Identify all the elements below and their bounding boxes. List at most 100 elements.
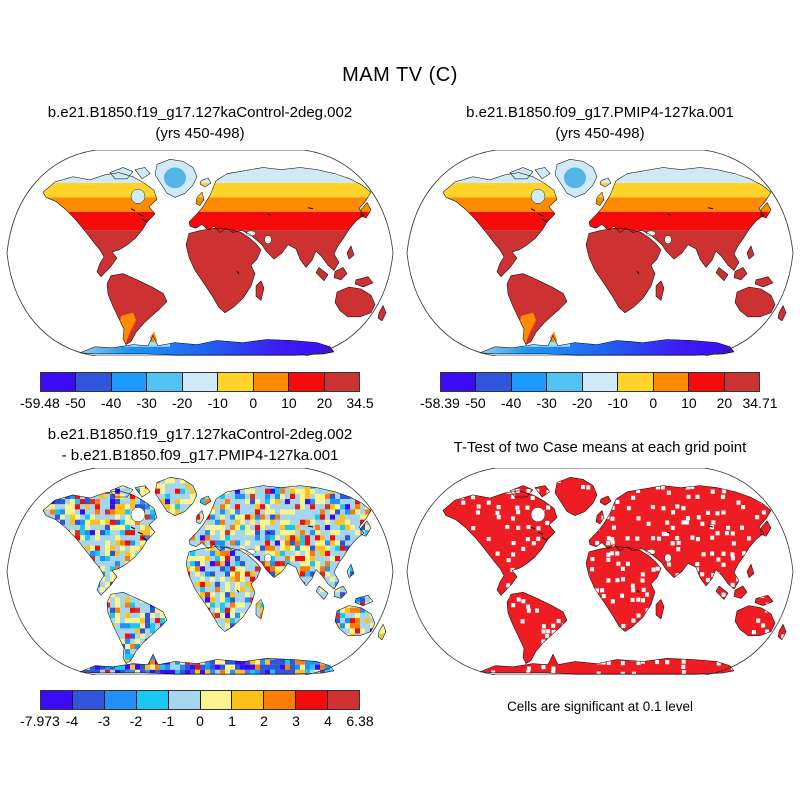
colorbar-segment: [328, 691, 360, 709]
colorbar-tick-label: 0: [249, 395, 258, 411]
colorbar-segment: [182, 373, 219, 391]
caspian-sea: [664, 553, 672, 563]
colorbar-segment: [653, 373, 690, 391]
colorbar-tick-label: -2: [129, 713, 143, 729]
black-sea: [646, 230, 656, 237]
colorbar-segment: [441, 373, 477, 391]
band-layer: [443, 159, 786, 345]
colorbar-tick-label: -58.39: [420, 395, 460, 411]
caspian-sea: [264, 553, 272, 563]
lakes-marks: [530, 525, 714, 593]
colorbar-segment: [582, 373, 619, 391]
caspian-sea: [664, 235, 672, 244]
colorbar-segment: [618, 373, 654, 391]
colorbar-tick-label: -40: [500, 395, 522, 411]
lakes-marks: [530, 207, 714, 274]
colorbar-segment: [136, 691, 169, 709]
colorbar-segment: [511, 373, 548, 391]
band-layer: [43, 159, 386, 345]
panel-title-pmip4-line2: (yrs 450-498): [555, 125, 645, 142]
colorbar-segment: [200, 691, 233, 709]
coastline-layer: [442, 477, 787, 675]
panel-title-difference: b.e21.B1850.f19_g17.127kaControl-2deg.00…: [0, 424, 400, 466]
colorbar-tick-label: -10: [207, 395, 228, 411]
projection-outline: [6, 150, 394, 356]
colorbar-tick-label: -50: [65, 395, 86, 411]
colorbar-tick-label: -20: [172, 395, 193, 411]
colorbar-tick-label: 4: [324, 713, 332, 729]
projection-outline: [6, 468, 394, 675]
black-sea: [246, 230, 256, 237]
panel-title-pmip4: b.e21.B1850.f09_g17.PMIP4-127ka.001 (yrs…: [400, 102, 800, 144]
colorbar-segment: [476, 373, 512, 391]
black-sea: [246, 549, 256, 555]
colorbar-tick-label: -1: [161, 713, 175, 729]
significance-layer: [443, 477, 786, 674]
colorbar-segment: [724, 373, 759, 391]
colorbar-tick-label: 20: [716, 395, 733, 411]
coastline-layer: [442, 159, 787, 356]
colorbar-segment: [41, 691, 73, 709]
colorbar-tick-label: 20: [316, 395, 333, 411]
panel-title-control-line1: b.e21.B1850.f19_g17.127kaControl-2deg.00…: [47, 104, 353, 121]
colorbar-difference-labels: -7.973 -4 -3 -2 -1 0 1 2 3 4 6.38: [20, 713, 373, 731]
coastline-layer: [42, 159, 387, 356]
projection-outline: [406, 468, 794, 675]
colorbar-segment: [147, 373, 183, 391]
map-control: [6, 150, 394, 356]
colorbar-tick-label: -30: [536, 395, 557, 411]
colorbar-tick-label: 3: [292, 713, 300, 729]
colorbar-tick-label: -4: [65, 713, 79, 729]
map-pmip4: [406, 150, 794, 356]
colorbar-tick-label: -50: [465, 395, 486, 411]
colorbar-tick-label: 1: [228, 713, 236, 729]
ttest-caption: Cells are significant at 0.1 level: [506, 699, 694, 714]
colorbar-segment: [289, 373, 325, 391]
panel-title-difference-line2: - b.e21.B1850.f09_g17.PMIP4-127ka.001: [61, 447, 339, 464]
colorbar-segment: [547, 373, 583, 391]
caspian-sea: [264, 235, 272, 244]
colorbar-tick-label: -40: [100, 395, 122, 411]
colorbar-tick-label: -3: [97, 713, 111, 729]
colorbar-tick-label: -59.48: [20, 395, 60, 411]
colorbar-tick-label: 0: [649, 395, 658, 411]
colorbar-tick-label: -30: [136, 395, 157, 411]
colorbar-segment: [689, 373, 725, 391]
colorbar-tick-label: 34.71: [742, 395, 778, 411]
colorbar-segment: [264, 691, 297, 709]
figure-title: MAM TV (C): [342, 64, 458, 86]
colorbar-difference: [40, 690, 360, 710]
lakes-marks: [130, 525, 314, 593]
black-sea: [646, 549, 656, 555]
map-ttest: [406, 468, 794, 675]
colorbar-segment: [324, 373, 359, 391]
colorbar-segment: [111, 373, 148, 391]
colorbar-tick-label: -20: [572, 395, 593, 411]
colorbar-control: [40, 372, 360, 392]
colorbar-segment: [168, 691, 201, 709]
panel-title-control: b.e21.B1850.f19_g17.127kaControl-2deg.00…: [0, 102, 400, 144]
panel-title-difference-line1: b.e21.B1850.f19_g17.127kaControl-2deg.00…: [47, 426, 353, 443]
colorbar-segment: [253, 373, 290, 391]
colorbar-tick-label: -7.973: [20, 713, 60, 729]
colorbar-tick-label: -10: [607, 395, 628, 411]
projection-outline: [406, 150, 794, 356]
colorbar-segment: [104, 691, 137, 709]
colorbar-segment: [218, 373, 254, 391]
antarctica-layer: [480, 335, 734, 355]
colorbar-tick-label: 34.5: [346, 395, 374, 411]
colorbar-pmip4-labels: -58.39 -50 -40 -30 -20 -10 0 10 20 34.71: [420, 395, 777, 413]
colorbar-tick-label: 6.38: [346, 713, 374, 729]
colorbar-control-labels: -59.48 -50 -40 -30 -20 -10 0 10 20 34.5: [20, 395, 373, 413]
colorbar-tick-label: 10: [281, 395, 297, 411]
lakes-marks: [130, 207, 314, 274]
colorbar-segment: [76, 373, 112, 391]
panel-title-control-line2: (yrs 450-498): [155, 125, 245, 142]
antarctica-layer: [80, 335, 334, 355]
panel-title-pmip4-line1: b.e21.B1850.f09_g17.PMIP4-127ka.001: [466, 104, 734, 121]
colorbar-segment: [296, 691, 329, 709]
mosaic-layer: [43, 477, 386, 674]
map-difference: [6, 468, 394, 675]
colorbar-tick-label: 2: [260, 713, 268, 729]
